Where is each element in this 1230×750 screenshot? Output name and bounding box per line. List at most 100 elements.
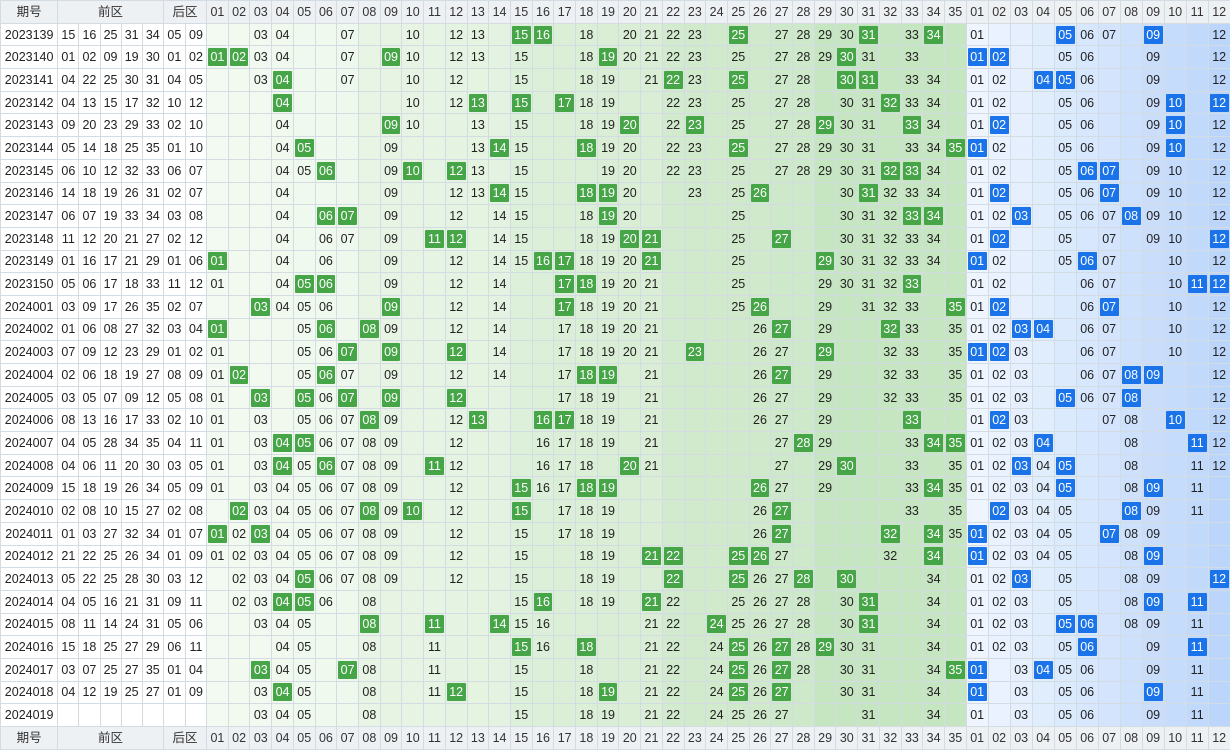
front-trend-cell xyxy=(944,704,966,727)
front-trend-number: 27 xyxy=(771,545,793,568)
front-trend-cell xyxy=(706,409,728,432)
front-trend-cell xyxy=(207,681,229,704)
front-trend-cell xyxy=(597,23,619,46)
front-trend-cell xyxy=(358,23,380,46)
front-trend-cell xyxy=(250,273,272,296)
front-col-header-20: 20 xyxy=(619,1,641,24)
front-trend-cell xyxy=(684,295,706,318)
back-trend-number: 06 xyxy=(1076,318,1098,341)
back-trend-number: 08 xyxy=(1120,545,1142,568)
front-trend-number: 15 xyxy=(510,590,532,613)
front-trend-number: 26 xyxy=(749,658,771,681)
back-trend-cell xyxy=(1208,681,1230,704)
front-trend-cell xyxy=(836,522,858,545)
back-trend-cell xyxy=(1076,477,1098,500)
back-hit-marker: 03 xyxy=(1010,318,1032,341)
back-trend-cell xyxy=(1142,341,1164,364)
front-hit-marker: 33 xyxy=(901,273,923,296)
back-col-header-03: 03 xyxy=(1010,1,1032,24)
front-draw-number: 05 xyxy=(79,432,100,455)
front-trend-number: 02 xyxy=(228,590,250,613)
front-trend-number: 18 xyxy=(576,91,598,114)
front-trend-cell xyxy=(467,658,489,681)
front-trend-number: 34 xyxy=(923,69,945,92)
front-trend-number: 05 xyxy=(293,364,315,387)
back-trend-cell xyxy=(1120,23,1142,46)
back-trend-cell xyxy=(1142,386,1164,409)
front-hit-marker: 05 xyxy=(293,568,315,591)
front-trend-cell xyxy=(749,159,771,182)
front-trend-cell xyxy=(445,137,467,160)
front-trend-number: 19 xyxy=(597,386,619,409)
front-trend-cell xyxy=(402,658,424,681)
front-trend-cell xyxy=(228,159,250,182)
front-trend-number: 02 xyxy=(228,545,250,568)
front-trend-cell xyxy=(489,704,511,727)
back-draw-number: 09 xyxy=(163,590,185,613)
back-trend-cell xyxy=(1120,295,1142,318)
front-trend-cell xyxy=(467,545,489,568)
front-draw-number: 01 xyxy=(58,318,79,341)
front-trend-number: 22 xyxy=(662,704,684,727)
back-col-header-08: 08 xyxy=(1120,727,1142,750)
front-trend-number: 20 xyxy=(619,341,641,364)
front-hit-marker: 25 xyxy=(727,137,749,160)
front-trend-cell xyxy=(402,590,424,613)
front-trend-number: 18 xyxy=(576,341,598,364)
front-trend-cell xyxy=(836,704,858,727)
back-trend-number: 06 xyxy=(1076,23,1098,46)
back-hit-marker: 06 xyxy=(1076,159,1098,182)
front-trend-cell xyxy=(337,137,359,160)
period-cell: 2023146 xyxy=(1,182,58,205)
back-hit-marker: 07 xyxy=(1098,295,1120,318)
front-hit-marker: 33 xyxy=(901,114,923,137)
front-trend-cell xyxy=(228,341,250,364)
front-trend-number: 03 xyxy=(250,432,272,455)
front-draw-number: 29 xyxy=(142,250,163,273)
front-trend-number: 27 xyxy=(771,341,793,364)
front-draw-number: 08 xyxy=(58,409,79,432)
back-hit-marker: 09 xyxy=(1142,23,1164,46)
front-trend-number: 27 xyxy=(771,590,793,613)
front-trend-number: 21 xyxy=(641,681,663,704)
front-hit-marker: 12 xyxy=(445,159,467,182)
front-hit-marker: 35 xyxy=(944,295,966,318)
back-trend-number: 07 xyxy=(1098,23,1120,46)
back-hit-marker: 04 xyxy=(1032,318,1054,341)
front-trend-cell xyxy=(315,636,337,659)
front-trend-number: 08 xyxy=(358,477,380,500)
front-trend-cell xyxy=(207,91,229,114)
front-trend-number: 22 xyxy=(662,46,684,69)
back-trend-cell xyxy=(1098,137,1120,160)
front-hit-marker: 27 xyxy=(771,522,793,545)
front-trend-cell xyxy=(228,91,250,114)
front-trend-cell xyxy=(793,454,815,477)
back-trend-number: 06 xyxy=(1076,137,1098,160)
front-trend-cell xyxy=(532,227,554,250)
front-trend-number: 27 xyxy=(771,454,793,477)
period-cell: 2024018 xyxy=(1,681,58,704)
front-trend-cell xyxy=(402,364,424,387)
back-trend-cell xyxy=(1186,318,1208,341)
front-trend-cell xyxy=(315,23,337,46)
front-trend-number: 26 xyxy=(749,704,771,727)
back-trend-cell xyxy=(1164,46,1186,69)
period-cell: 2023150 xyxy=(1,273,58,296)
back-col-header-01: 01 xyxy=(966,727,988,750)
back-trend-cell xyxy=(1164,477,1186,500)
back-hit-marker: 11 xyxy=(1186,590,1208,613)
front-trend-number: 12 xyxy=(445,409,467,432)
front-trend-number: 28 xyxy=(793,114,815,137)
period-cell: 2024005 xyxy=(1,386,58,409)
front-trend-number: 04 xyxy=(272,636,294,659)
front-trend-cell xyxy=(207,227,229,250)
back-trend-number: 01 xyxy=(966,636,988,659)
front-col-header-33: 33 xyxy=(901,727,923,750)
front-hit-marker: 06 xyxy=(315,364,337,387)
front-hit-marker: 11 xyxy=(424,613,446,636)
front-trend-number: 15 xyxy=(510,545,532,568)
